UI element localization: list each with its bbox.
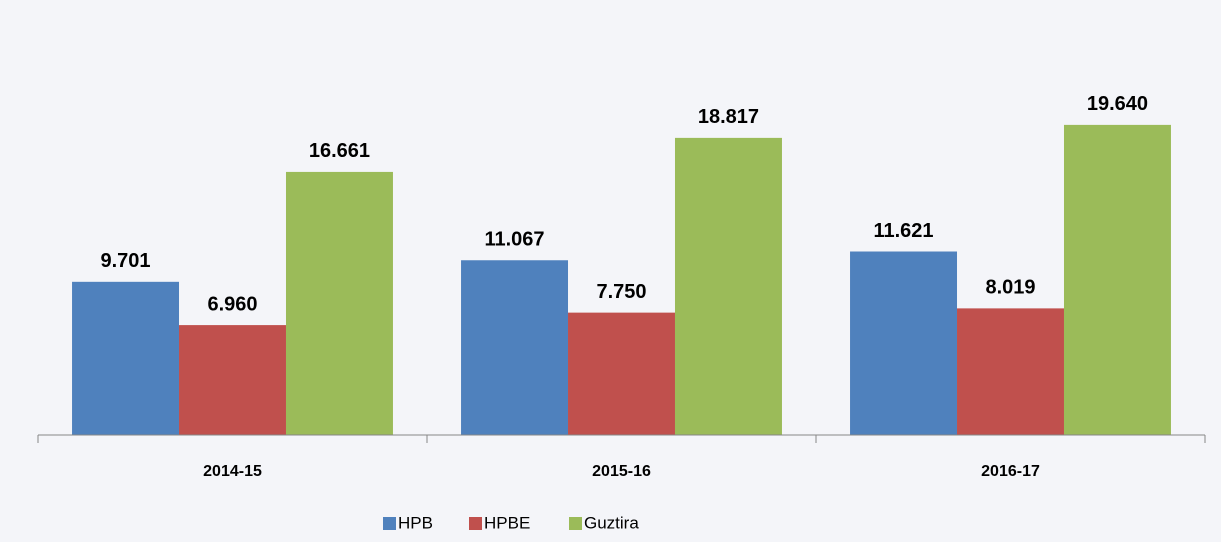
data-label: 7.750 (596, 281, 646, 303)
data-label: 18.817 (698, 106, 759, 128)
data-label: 11.067 (484, 229, 544, 251)
bar (461, 260, 569, 435)
bar (568, 312, 675, 435)
data-label: 9.701 (100, 250, 150, 272)
x-tick-label: 2014-15 (203, 463, 262, 480)
legend-swatch (469, 517, 482, 530)
data-label: 6.960 (207, 293, 257, 315)
legend-swatch (383, 517, 396, 530)
bar (1063, 124, 1171, 435)
legend-label: HPB (398, 513, 433, 532)
bar (179, 325, 286, 435)
bar (285, 171, 393, 436)
bar (674, 137, 782, 435)
data-label: 16.661 (309, 140, 370, 162)
data-label: 8.019 (985, 277, 1035, 299)
x-tick-label: 2015-16 (592, 463, 651, 480)
x-tick-label: 2016-17 (981, 463, 1040, 480)
legend-swatch (569, 517, 582, 530)
bar (850, 251, 958, 435)
data-label: 11.621 (873, 220, 933, 242)
bar (72, 281, 180, 435)
bar (957, 308, 1064, 435)
legend-label: Guztira (584, 513, 639, 532)
legend-label: HPBE (484, 513, 530, 532)
data-label: 19.640 (1087, 93, 1148, 115)
